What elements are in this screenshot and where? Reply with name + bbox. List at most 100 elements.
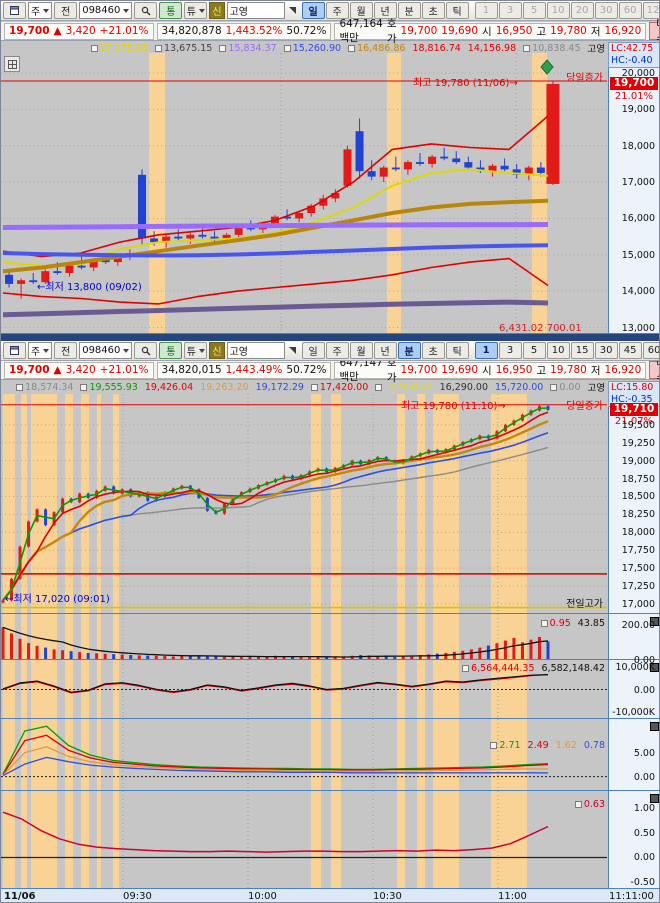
panel-divider[interactable] [1, 613, 659, 614]
legend-square-icon [490, 741, 498, 749]
volume-panel[interactable] [1, 614, 607, 660]
window-splitter[interactable] [1, 334, 659, 341]
period-button-틱[interactable]: 틱 [445, 2, 469, 19]
jeon-button[interactable]: 전 [54, 2, 78, 19]
tue-button[interactable]: 튜 [184, 2, 208, 19]
buy-button[interactable]: 매수 [649, 18, 659, 45]
period-button-년[interactable]: 년 [373, 2, 397, 19]
legend-square-icon [219, 44, 227, 52]
volume-bar [86, 652, 90, 660]
window-icon[interactable] [3, 2, 26, 19]
tue-button[interactable]: 튜 [184, 342, 208, 359]
search-button[interactable] [134, 2, 158, 19]
volume-bar [52, 649, 56, 660]
interval-button-20[interactable]: 20 [570, 2, 594, 19]
panel-expand-button[interactable] [650, 722, 659, 731]
interval-button-60[interactable]: 60 [618, 2, 642, 19]
tong-button[interactable]: 통 [159, 342, 183, 359]
volume-bar [367, 655, 371, 660]
interval-button-1[interactable]: 1 [474, 2, 498, 19]
stock-code-combo[interactable]: 098460 [79, 2, 133, 19]
chart-grid-button[interactable] [4, 56, 20, 72]
panel-expand-button[interactable] [650, 663, 659, 672]
volume-bar [529, 639, 533, 660]
interval-button-30[interactable]: 30 [594, 2, 618, 19]
corner-fold-icon [288, 347, 296, 354]
chart-type-combo[interactable]: 주 [28, 342, 53, 359]
period-button-분[interactable]: 분 [397, 2, 421, 19]
interval-button-30[interactable]: 30 [594, 342, 618, 359]
ratio-indicator-panel[interactable] [1, 791, 607, 888]
interval-button-3[interactable]: 3 [498, 2, 522, 19]
stock-name-field[interactable]: 고영 [226, 342, 285, 359]
chart-type-combo[interactable]: 주 [28, 2, 53, 19]
interval-button-5[interactable]: 5 [522, 342, 546, 359]
open-label: 시 [482, 364, 492, 377]
candle [307, 205, 316, 213]
interval-button-45[interactable]: 45 [618, 342, 642, 359]
period-button-초[interactable]: 초 [421, 342, 445, 359]
oscillator-panel[interactable] [1, 719, 607, 791]
interval-button-1[interactable]: 1 [474, 342, 498, 359]
volume-bar [18, 638, 22, 660]
highlight-band [65, 394, 73, 614]
volume-bar [112, 654, 116, 660]
period-button-월[interactable]: 월 [349, 342, 373, 359]
y-axis-label: 0.00 [633, 655, 655, 666]
panel-divider[interactable] [1, 718, 659, 719]
candle [186, 234, 195, 239]
y-axis-label: 13,000 [621, 322, 655, 334]
buy-button[interactable]: 매수 [649, 357, 659, 384]
period-button-월[interactable]: 월 [349, 2, 373, 19]
panel-expand-button[interactable] [650, 617, 659, 626]
interval-button-120[interactable]: 120 [642, 2, 659, 19]
stock-code-combo[interactable]: 098460 [79, 342, 133, 359]
panel-divider[interactable] [1, 790, 659, 791]
jeon-button[interactable]: 전 [54, 342, 78, 359]
highlight-band [21, 719, 27, 791]
volume-bar [10, 633, 14, 660]
period-button-일[interactable]: 일 [301, 2, 325, 19]
indicator-value: 19,172.29 [255, 381, 304, 393]
interval-button-10[interactable]: 10 [546, 2, 570, 19]
time-axis-label: 11:00 [498, 891, 527, 902]
panel-divider[interactable] [1, 659, 659, 660]
legend-square-icon [574, 800, 582, 808]
highlight-band [31, 394, 57, 614]
interval-button-10[interactable]: 10 [546, 342, 570, 359]
volume-bar [248, 656, 252, 660]
period-button-주[interactable]: 주 [325, 342, 349, 359]
chevron-down-icon [199, 348, 205, 353]
period-button-초[interactable]: 초 [421, 2, 445, 19]
interval-button-15[interactable]: 15 [570, 342, 594, 359]
time-axis-label: 11:11:00 [609, 891, 654, 902]
period-button-년[interactable]: 년 [373, 342, 397, 359]
window-icon[interactable] [3, 342, 26, 359]
time-axis-label: 10:30 [373, 891, 402, 902]
interval-button-5[interactable]: 5 [522, 2, 546, 19]
volume-bar [188, 655, 192, 660]
cutoff-indicator-values: 6,431.02 700.01 [499, 323, 582, 334]
period-button-분[interactable]: 분 [397, 342, 421, 359]
search-button[interactable] [134, 342, 158, 359]
period-button-일[interactable]: 일 [301, 342, 325, 359]
interval-button-3[interactable]: 3 [498, 342, 522, 359]
tong-button[interactable]: 통 [159, 2, 183, 19]
flow-indicator-panel[interactable] [1, 660, 607, 719]
period-button-주[interactable]: 주 [325, 2, 349, 19]
daily-candle-chart[interactable] [1, 53, 607, 333]
volume-bar [444, 652, 448, 660]
price-change: 3,420 [65, 364, 96, 376]
volume-value: 34,820,878 [161, 25, 222, 37]
y-axis-label: 0.00 [633, 771, 655, 783]
volume-bar [410, 655, 414, 660]
panel-divider[interactable] [1, 333, 659, 334]
period-button-틱[interactable]: 틱 [445, 342, 469, 359]
stock-name-field[interactable]: 고영 [226, 2, 285, 19]
volume-bar [512, 637, 516, 660]
minute-candle-chart[interactable] [1, 394, 607, 614]
interval-button-60[interactable]: 60 [642, 342, 659, 359]
panel-expand-button[interactable] [650, 794, 659, 803]
candle [198, 234, 207, 237]
